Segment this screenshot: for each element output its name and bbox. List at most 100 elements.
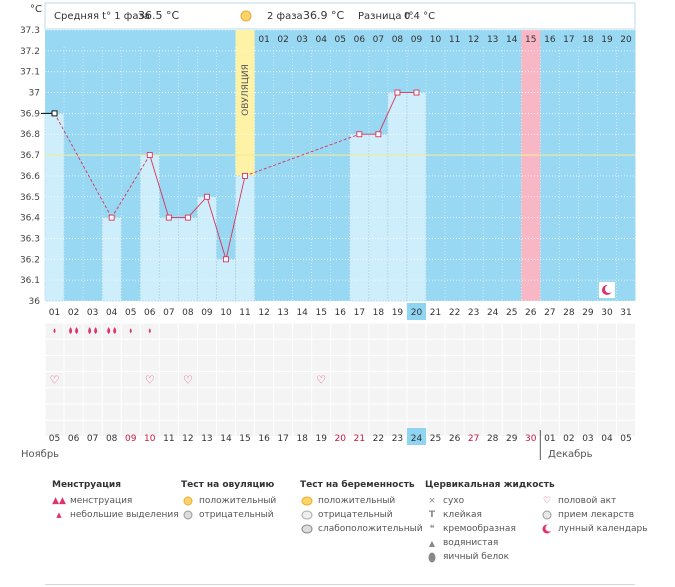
symbol-cell [521, 355, 540, 372]
symbol-cell [426, 388, 445, 404]
symbol-cell [502, 404, 521, 420]
symbol-cell [331, 372, 350, 388]
symbol-cell [45, 420, 64, 436]
symbol-cell [369, 323, 388, 339]
cycle-day-label: 19 [392, 308, 404, 318]
symbol-cell [274, 323, 293, 339]
heart-icon: ♡ [542, 496, 552, 506]
plot-background [45, 30, 636, 301]
symbol-cell [64, 355, 83, 372]
symbol-cell [102, 355, 121, 372]
symbol-cell [445, 339, 464, 355]
symbol-cell [64, 420, 83, 436]
legend-label: половой акт [558, 496, 617, 506]
cycle-day-label: 13 [277, 308, 288, 318]
temp-point [51, 110, 58, 117]
unit-label: °C [30, 4, 42, 15]
symbol-cell [331, 388, 350, 404]
symbol-cell [45, 339, 64, 355]
date-label: 26 [449, 434, 461, 444]
date-label: 16 [258, 434, 270, 444]
date-label: 15 [239, 434, 250, 444]
symbol-cell [483, 420, 502, 436]
symbol-cell [45, 372, 64, 388]
moon-icon [540, 523, 554, 535]
phase2-label: 2 фаза [267, 11, 303, 22]
legend-label: лунный календарь [558, 524, 648, 534]
symbol-cell [121, 420, 140, 436]
ovulation-sun-icon [240, 10, 252, 22]
symbol-cell [559, 404, 578, 420]
symbol-cell [617, 355, 636, 372]
cycle-day-label: 07 [163, 308, 174, 318]
symbol-cell [388, 355, 407, 372]
menstruation-drop-icon [69, 327, 73, 335]
legend-label: слабоположительный [318, 524, 423, 534]
legend-label: отрицательный [318, 510, 393, 520]
symbol-cell [312, 420, 331, 436]
cycle-day-label: 23 [468, 308, 479, 318]
symbol-cell [312, 388, 331, 404]
symbol-cell [483, 372, 502, 388]
symbol-cell [140, 420, 159, 436]
temp-point [394, 89, 401, 96]
phase-day-label: 14 [506, 35, 518, 45]
phase-day-label: 06 [354, 35, 366, 45]
symbol-cell [483, 339, 502, 355]
symbol-cell [293, 339, 312, 355]
month-right-label: Декабрь [548, 449, 593, 460]
legend-other: ♡ половой акт прием лекарств лунный кален… [540, 494, 648, 536]
symbol-cell [159, 355, 178, 372]
plot-area: 01 02 03 04 05 06 07 08 09 10 11 12 13 14 15 16 17 18 19 20… [41, 29, 636, 302]
temp-point [356, 131, 363, 138]
legend-label: положительный [199, 496, 277, 506]
symbol-cell [312, 372, 331, 388]
temp-point [242, 172, 248, 179]
symbol-cell [255, 372, 274, 388]
date-label: 05 [49, 434, 60, 444]
cycle-day-label: 05 [125, 308, 136, 318]
symbol-cell [464, 323, 483, 339]
legend-pregnancy-test: Тест на беременность положительный отриц… [300, 480, 423, 536]
symbol-cell [388, 420, 407, 436]
date-label: 04 [601, 434, 613, 444]
y-tick-label: 36.7 [20, 151, 40, 161]
symbol-cell [445, 388, 464, 404]
cycle-day-label: 02 [68, 308, 79, 318]
symbol-cell [216, 388, 235, 404]
y-tick-label: 36.2 [20, 255, 40, 265]
symbol-cell [197, 355, 216, 372]
cycle-day-label: 12 [258, 308, 269, 318]
symbol-cell [45, 388, 64, 404]
date-label: 21 [354, 434, 365, 444]
symbol-cell [178, 388, 197, 404]
symbol-cell [83, 420, 102, 436]
phase-day-label: 07 [373, 35, 384, 45]
symbol-cell [521, 372, 540, 388]
cycle-day-label: 30 [601, 308, 613, 318]
symbol-cell [445, 323, 464, 339]
symbol-cell [350, 420, 369, 436]
legend-label: положительный [318, 496, 396, 506]
cycle-day-label: 01 [49, 308, 60, 318]
symbol-cell [388, 323, 407, 339]
cycle-day-label: 14 [296, 308, 308, 318]
symbol-cell [407, 339, 426, 355]
symbol-rows: ♡ ♡ ♡ ♡ [45, 323, 636, 436]
symbol-cell [521, 388, 540, 404]
symbol-cell [597, 372, 616, 388]
cycle-day-label: 20 [411, 308, 423, 318]
symbol-cell [578, 388, 597, 404]
legend-label: клейкая [443, 510, 482, 520]
legend-label: прием лекарств [558, 510, 635, 520]
date-label: 30 [525, 434, 537, 444]
symbol-cell [83, 372, 102, 388]
symbol-cell [121, 404, 140, 420]
date-label: 28 [487, 434, 499, 444]
legend-label: кремообразная [443, 524, 516, 534]
symbol-cell [140, 404, 159, 420]
symbol-cell [483, 355, 502, 372]
symbol-cell [617, 339, 636, 355]
legend-item: яичный белок [425, 550, 555, 564]
symbol-cell [197, 339, 216, 355]
